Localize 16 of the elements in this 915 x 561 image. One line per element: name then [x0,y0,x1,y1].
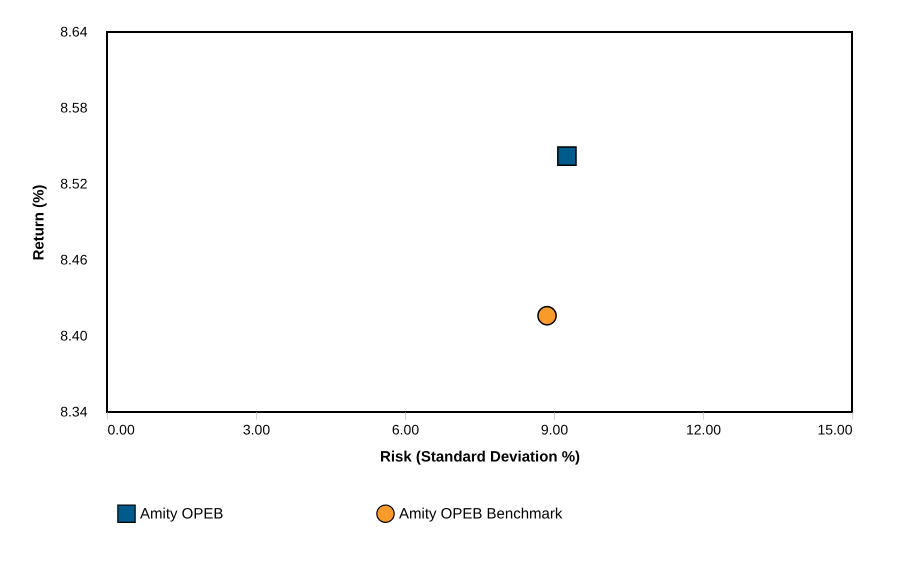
x-tick-label: 9.00 [540,422,568,438]
y-tick-label: 8.34 [60,404,88,420]
x-tick-label: 6.00 [392,422,420,438]
y-tick-label: 8.64 [60,24,88,40]
legend-label: Amity OPEB [140,506,224,523]
y-tick-label: 8.40 [60,328,88,344]
y-tick-label: 8.46 [60,252,88,268]
y-axis-title: Return (%) [30,184,48,260]
x-tick-label: 12.00 [686,422,722,438]
x-tick-label: 15.00 [817,422,853,438]
x-tick-label: 3.00 [242,422,270,438]
y-tick-label: 8.52 [60,176,88,192]
legend-label: Amity OPEB Benchmark [399,506,563,523]
x-axis-title: Risk (Standard Deviation %) [380,448,580,466]
x-tick-label: 0.00 [108,422,135,438]
y-tick-label: 8.58 [60,100,88,116]
